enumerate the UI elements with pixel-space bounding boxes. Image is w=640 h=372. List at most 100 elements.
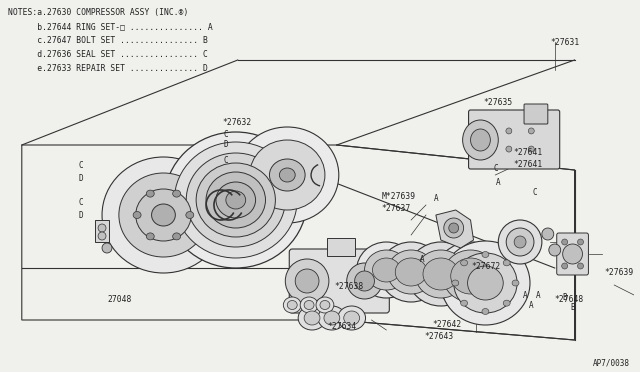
FancyBboxPatch shape xyxy=(468,110,560,169)
Text: AP7/0038: AP7/0038 xyxy=(593,358,629,367)
Text: A: A xyxy=(420,256,424,264)
Text: B: B xyxy=(563,294,567,302)
Ellipse shape xyxy=(284,297,301,313)
Ellipse shape xyxy=(506,146,512,152)
FancyBboxPatch shape xyxy=(327,238,355,256)
Ellipse shape xyxy=(304,311,320,325)
Text: e.27633 REPAIR SET .............. D: e.27633 REPAIR SET .............. D xyxy=(8,64,208,73)
Text: A: A xyxy=(536,291,540,299)
Text: C: C xyxy=(79,160,84,170)
Ellipse shape xyxy=(133,212,141,218)
Ellipse shape xyxy=(295,269,319,293)
Ellipse shape xyxy=(443,250,499,302)
Ellipse shape xyxy=(470,129,490,151)
Ellipse shape xyxy=(355,271,374,291)
Text: *27648: *27648 xyxy=(555,295,584,304)
Ellipse shape xyxy=(468,266,503,300)
Ellipse shape xyxy=(499,220,542,264)
Text: *27642: *27642 xyxy=(432,320,461,329)
Ellipse shape xyxy=(98,232,106,240)
Ellipse shape xyxy=(506,228,534,256)
Ellipse shape xyxy=(454,253,517,313)
Ellipse shape xyxy=(415,250,467,298)
Ellipse shape xyxy=(102,243,112,253)
FancyBboxPatch shape xyxy=(557,233,588,275)
Ellipse shape xyxy=(164,132,307,268)
Text: C: C xyxy=(223,129,228,138)
Ellipse shape xyxy=(503,260,510,266)
Text: NOTES:a.27630 COMPRESSOR ASSY (INC.®): NOTES:a.27630 COMPRESSOR ASSY (INC.®) xyxy=(8,8,188,17)
Ellipse shape xyxy=(423,258,459,290)
Text: c.27647 BOLT SET ................ B: c.27647 BOLT SET ................ B xyxy=(8,36,208,45)
Ellipse shape xyxy=(347,263,382,299)
Ellipse shape xyxy=(206,172,266,228)
Ellipse shape xyxy=(186,212,194,218)
Ellipse shape xyxy=(136,189,191,241)
Ellipse shape xyxy=(102,157,225,273)
Text: A: A xyxy=(529,301,533,311)
Text: *27638: *27638 xyxy=(335,282,364,291)
Ellipse shape xyxy=(236,127,339,223)
Ellipse shape xyxy=(563,244,582,264)
Ellipse shape xyxy=(461,260,468,266)
Text: A: A xyxy=(496,177,500,186)
Text: *27641: *27641 xyxy=(513,148,542,157)
FancyBboxPatch shape xyxy=(95,220,109,242)
Text: d.27636 SEAL SET ................ C: d.27636 SEAL SET ................ C xyxy=(8,50,208,59)
Ellipse shape xyxy=(287,301,297,310)
Text: A: A xyxy=(433,193,438,202)
Ellipse shape xyxy=(482,251,489,257)
Ellipse shape xyxy=(250,140,325,210)
Text: *27672: *27672 xyxy=(472,262,500,271)
Ellipse shape xyxy=(441,241,530,325)
Ellipse shape xyxy=(463,120,499,160)
Ellipse shape xyxy=(503,300,510,306)
Text: D: D xyxy=(79,173,84,183)
Ellipse shape xyxy=(174,142,297,258)
Ellipse shape xyxy=(451,258,490,294)
Ellipse shape xyxy=(387,250,435,294)
Text: B: B xyxy=(570,304,575,312)
Ellipse shape xyxy=(512,280,519,286)
Ellipse shape xyxy=(562,263,568,269)
Ellipse shape xyxy=(147,233,154,240)
Ellipse shape xyxy=(461,300,468,306)
Ellipse shape xyxy=(226,191,246,209)
Ellipse shape xyxy=(300,297,318,313)
Ellipse shape xyxy=(444,218,463,238)
Ellipse shape xyxy=(173,190,180,197)
FancyBboxPatch shape xyxy=(524,104,548,124)
Ellipse shape xyxy=(98,224,106,232)
Ellipse shape xyxy=(514,236,526,248)
Text: *27632: *27632 xyxy=(223,118,252,127)
Ellipse shape xyxy=(285,259,329,303)
Ellipse shape xyxy=(324,311,340,325)
Ellipse shape xyxy=(542,228,554,240)
Text: 27048: 27048 xyxy=(107,295,131,304)
Text: C: C xyxy=(532,187,537,196)
Text: *27635: *27635 xyxy=(483,98,513,107)
Ellipse shape xyxy=(528,128,534,134)
Ellipse shape xyxy=(344,311,360,325)
Ellipse shape xyxy=(562,239,568,245)
Ellipse shape xyxy=(216,182,255,218)
FancyBboxPatch shape xyxy=(289,249,389,313)
Ellipse shape xyxy=(452,280,459,286)
Text: *27639: *27639 xyxy=(604,268,634,277)
Ellipse shape xyxy=(186,153,285,247)
Ellipse shape xyxy=(549,244,561,256)
Text: b.27644 RING SET-□ ............... A: b.27644 RING SET-□ ............... A xyxy=(8,22,212,31)
Text: *27641: *27641 xyxy=(513,160,542,169)
Polygon shape xyxy=(436,210,474,248)
Text: C: C xyxy=(223,155,228,164)
Ellipse shape xyxy=(528,146,534,152)
Ellipse shape xyxy=(449,223,459,233)
Ellipse shape xyxy=(318,306,346,330)
Ellipse shape xyxy=(119,173,208,257)
Ellipse shape xyxy=(356,242,416,298)
Ellipse shape xyxy=(152,204,175,226)
Text: *27631: *27631 xyxy=(551,38,580,47)
Text: D: D xyxy=(79,211,84,219)
Ellipse shape xyxy=(577,263,584,269)
Ellipse shape xyxy=(320,301,330,310)
